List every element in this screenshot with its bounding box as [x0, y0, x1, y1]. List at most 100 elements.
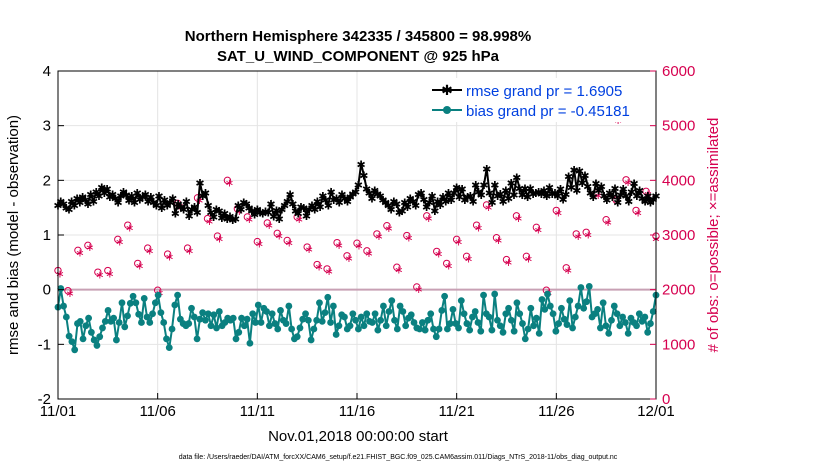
y-tick-label-left: -1 [38, 336, 51, 353]
rmse-point: ✱ [482, 163, 491, 176]
bias-point [115, 319, 123, 326]
obs-assimilated-point: ∗ [65, 287, 74, 300]
rmse-point: ✱ [512, 172, 521, 185]
bias-point [154, 291, 162, 299]
rmse-point: ✱ [305, 203, 314, 216]
rmse-point: ✱ [92, 186, 101, 199]
rmse-point: ✱ [348, 188, 357, 201]
bias-point [574, 302, 582, 310]
rmse-point: ✱ [578, 177, 587, 190]
rmse-point: ✱ [624, 196, 633, 209]
rmse-point: ✱ [463, 191, 472, 204]
rmse-point: ✱ [452, 181, 461, 194]
rmse-point: ✱ [384, 199, 393, 212]
rmse-point: ✱ [408, 196, 417, 209]
y-tick-label-right: 4000 [662, 172, 695, 189]
x-axis: 11/01 11/06 11/11 11/16 11/21 11/26 12/01 [40, 393, 675, 420]
obs-possible-point [383, 222, 391, 230]
x-tick-label: 12/01 [637, 403, 675, 420]
bias-point [138, 319, 145, 326]
bias-point [113, 336, 120, 344]
rmse-point: ✱ [640, 196, 649, 209]
y-tick-label-left: -2 [38, 391, 51, 408]
bias-point [110, 314, 118, 322]
rmse-point: ✱ [182, 196, 191, 209]
bias-point [193, 335, 201, 343]
rmse-point: ✱ [354, 179, 363, 192]
rmse-point: ✱ [419, 193, 428, 206]
bias-point [318, 317, 326, 325]
rmse-point: ✱ [313, 196, 322, 209]
rmse-point: ✱ [239, 197, 248, 210]
bias-point [480, 291, 487, 299]
bias-point [380, 302, 387, 310]
rmse-point: ✱ [602, 194, 611, 207]
rmse-point: ✱ [427, 190, 436, 203]
bias-point [594, 305, 601, 313]
rmse-point: ✱ [138, 191, 147, 204]
rmse-point: ✱ [430, 205, 439, 218]
obs-assimilated-point: ∗ [195, 194, 204, 207]
bias-point [232, 335, 240, 343]
rmse-point: ✱ [381, 197, 390, 210]
rmse-point: ✱ [152, 199, 161, 212]
obs-assimilated-point: ∗ [95, 268, 104, 281]
rmse-point: ✱ [389, 196, 398, 209]
bias-point [430, 325, 437, 333]
obs-assimilated-point: ∗ [354, 239, 363, 252]
y-axis-right: 0 1000 2000 3000 4000 5000 6000 [650, 63, 695, 408]
obs-assimilated-point: ∗ [524, 253, 533, 266]
obs-possible-point [303, 243, 311, 251]
obs-possible-point [572, 230, 580, 238]
x-tick-label: 11/21 [438, 403, 474, 420]
bias-point [649, 308, 657, 315]
rmse-point: ✱ [212, 203, 221, 216]
rmse-point: ✱ [285, 189, 294, 202]
obs-assimilated-point: ∗ [384, 222, 393, 235]
rmse-point: ✱ [187, 203, 196, 216]
rmse-point: ✱ [605, 187, 614, 200]
rmse-point: ✱ [59, 198, 68, 211]
obs-assimilated-point: ∗ [604, 216, 613, 229]
rmse-point: ✱ [359, 169, 368, 182]
rmse-point: ✱ [234, 199, 243, 212]
rmse-point: ✱ [250, 209, 259, 222]
rmse-point: ✱ [488, 197, 497, 210]
rmse-point: ✱ [217, 212, 226, 225]
bias-point [610, 302, 618, 310]
bias-point [129, 292, 137, 300]
obs-possible-point [263, 219, 271, 227]
bias-point [580, 304, 588, 312]
bias-point [171, 301, 179, 309]
rmse-point: ✱ [346, 191, 355, 204]
bias-point [432, 333, 440, 341]
bias-point [571, 313, 579, 321]
rmse-point: ✱ [556, 183, 565, 196]
bias-point [104, 307, 112, 314]
bias-point [257, 319, 265, 326]
bias-point [644, 328, 652, 336]
bias-point [641, 313, 649, 321]
rmse-point: ✱ [116, 190, 125, 203]
rmse-point: ✱ [455, 191, 464, 204]
rmse-point: ✱ [258, 208, 267, 221]
bias-point [510, 327, 518, 335]
obs-possible-point [94, 268, 102, 276]
bias-point [460, 310, 468, 318]
obs-possible-point [253, 237, 262, 246]
rmse-point: ✱ [441, 196, 450, 209]
obs-assimilated-point: ∗ [414, 283, 423, 296]
obs-assimilated-point: ∗ [255, 238, 264, 251]
obs-possible-point [552, 206, 561, 215]
bias-point [118, 299, 126, 307]
y-tick-label-left: 1 [43, 227, 51, 244]
bias-point [190, 313, 198, 321]
x-tick-label: 11/11 [240, 403, 275, 420]
bias-point [402, 322, 410, 330]
bias-point [463, 320, 471, 327]
obs-possible-point [622, 176, 630, 184]
rmse-point: ✱ [564, 170, 573, 183]
bias-point [530, 322, 538, 330]
bias-point [619, 313, 627, 321]
obs-assimilated-point: ∗ [334, 239, 343, 252]
